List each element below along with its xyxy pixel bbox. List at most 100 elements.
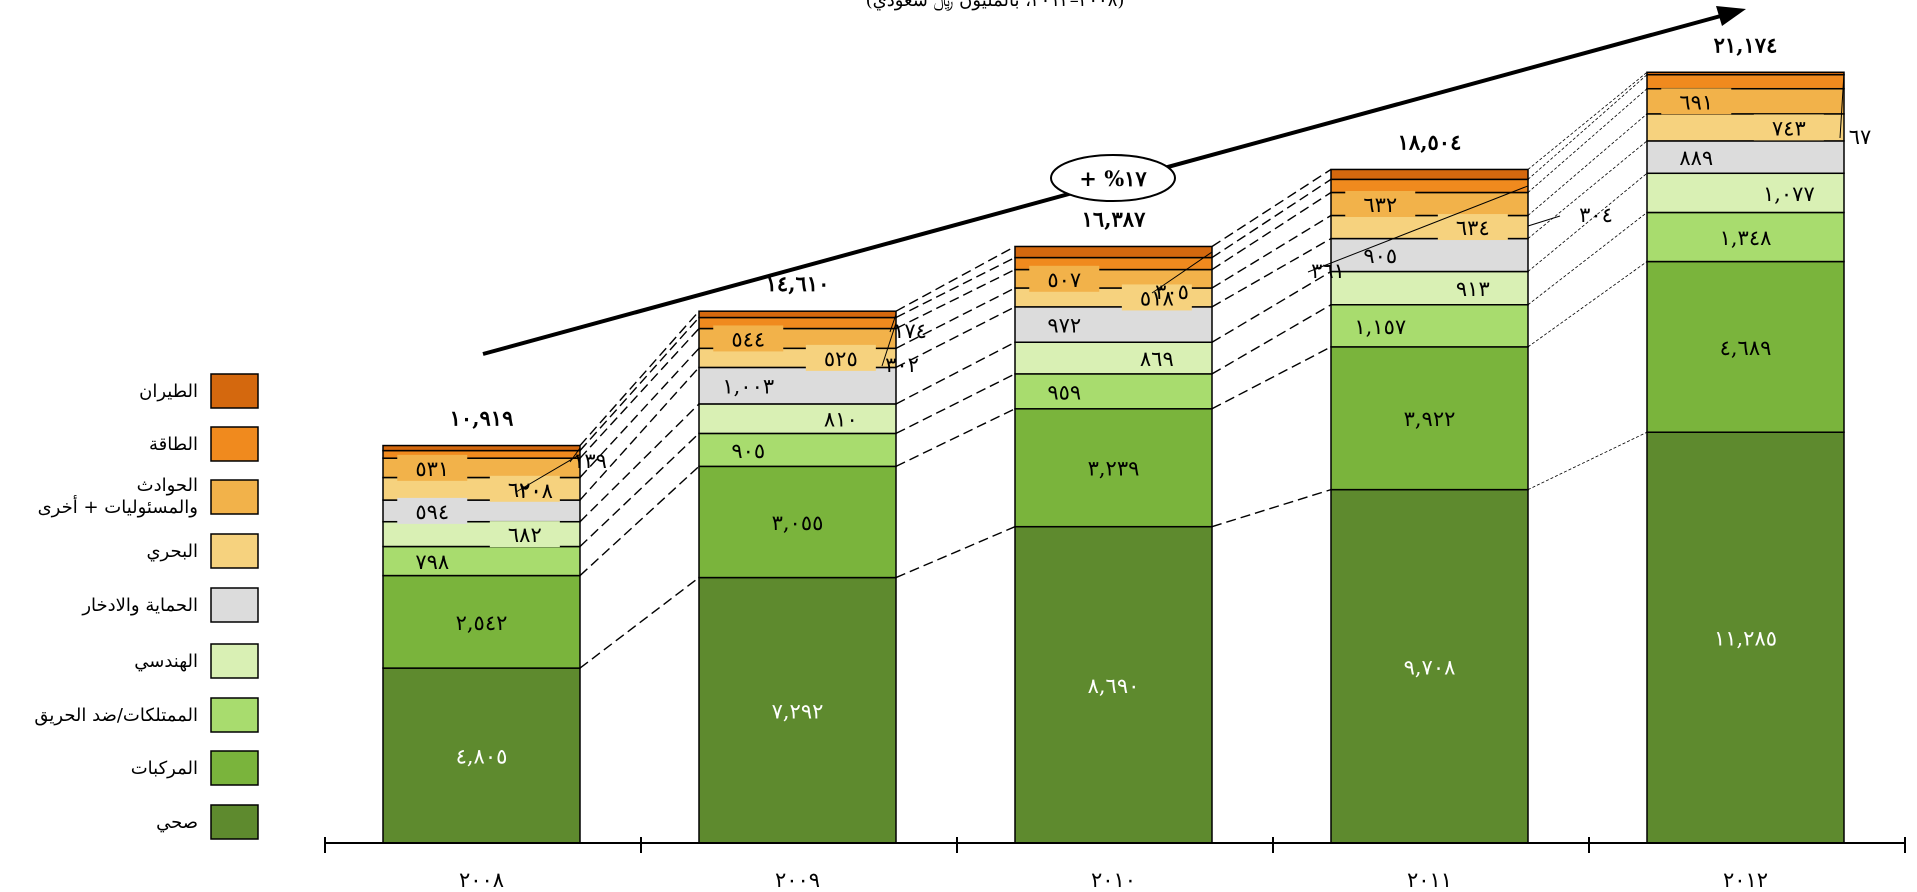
legend-swatch (210, 750, 259, 786)
data-label: ٦٣٢ (1363, 193, 1397, 217)
bar-segment (1330, 168, 1529, 181)
bar-segment (1646, 71, 1845, 76)
data-label-box (1437, 275, 1508, 302)
legend-swatch (210, 533, 259, 569)
data-label: ٦٧ (1849, 125, 1872, 149)
connector-line (895, 306, 1016, 369)
connector-line (579, 432, 700, 548)
callout-leader (1151, 251, 1213, 294)
data-label: ٢٠٨ (519, 479, 553, 503)
legend-label: الحوادث والمسئوليات + أخرى (38, 475, 198, 518)
callout-leader (569, 447, 581, 463)
x-axis: ٢٠٠٨ ٢٠٠٩ ٢٠١٠ ٢٠١١ ٢٠١٢ (324, 837, 1906, 892)
connector-lines (579, 71, 1648, 669)
connector-line (1527, 431, 1648, 490)
data-label: ٥٤٤ (731, 327, 765, 351)
connector-line (1527, 74, 1648, 180)
legend-swatch (210, 587, 259, 623)
data-label: ١,١٥٧ (1354, 315, 1406, 339)
legend-label: الطاقة (149, 434, 198, 455)
connector-line (1527, 172, 1648, 272)
callout-leader (515, 453, 581, 493)
x-tick-label: ٢٠١٠ (1091, 868, 1136, 892)
connector-line (1211, 214, 1332, 289)
x-tick-label: ٢٠١٢ (1723, 868, 1768, 892)
data-label-box (805, 405, 876, 432)
data-label-box (805, 344, 876, 371)
data-label-box (1661, 144, 1732, 171)
connector-line (895, 268, 1016, 330)
legend-label: صحي (156, 812, 198, 833)
data-label: ٩٠٥ (1363, 244, 1397, 268)
data-label: ٩٧٢ (1047, 314, 1081, 338)
connector-line (579, 465, 700, 577)
data-label-box (489, 521, 560, 548)
data-label: ٣٠٥ (1155, 280, 1189, 304)
data-label: ٩,٧٠٨ (1404, 655, 1456, 679)
connector-line (1211, 270, 1332, 343)
data-label: ١,٠٠٣ (722, 375, 774, 399)
data-label-box (1345, 242, 1416, 269)
data-label-box (713, 372, 784, 399)
bar-segment (382, 667, 581, 844)
callout-leader (881, 322, 897, 367)
bar-segment (698, 576, 897, 844)
data-label: ٦٢٠ (508, 478, 542, 502)
legend-swatch (210, 373, 259, 409)
data-label: ٥١٨ (1140, 286, 1174, 310)
data-label-box (713, 325, 784, 352)
total-label: ٢١,١٧٤ (1714, 32, 1778, 57)
bar-segment (1646, 260, 1845, 433)
bars: ٤,٨٠٥ ٢,٥٤٢ ٧٩٨ ٦٨٢ ٥٩٤ ٦٢٠ ٥٣١ ٧,٢٩٢ ٣,٠٥٥ ٩٠٥ ٨١… (382, 32, 1845, 844)
legend-label: المركبات (131, 758, 198, 779)
connector-line (895, 526, 1016, 579)
data-label: ٨٨٩ (1679, 146, 1713, 170)
arrow-head-icon (1716, 6, 1746, 26)
data-label-box (1437, 214, 1508, 241)
data-label: ٣,٩٢٢ (1404, 407, 1456, 431)
legend-swatch (210, 643, 259, 679)
data-label: ٧,٢٩٢ (772, 699, 824, 723)
connector-line (1527, 88, 1648, 193)
connector-line (895, 341, 1016, 405)
connector-line (895, 256, 1016, 319)
legend-label-line: والمسئوليات + أخرى (38, 495, 198, 518)
data-label: ٥٠٧ (1047, 268, 1081, 292)
data-label: ٩٠٥ (731, 439, 765, 463)
bar-segment (698, 310, 897, 319)
connector-line (579, 577, 700, 669)
legend-label: البحري (146, 541, 198, 562)
data-label-box (397, 497, 468, 524)
data-label: ١٣٩ (573, 449, 607, 473)
connector-line (579, 366, 700, 501)
connector-line (1211, 237, 1332, 308)
connector-line (1527, 212, 1648, 306)
data-label: ٨,٦٩٠ (1088, 674, 1140, 698)
total-label: ١٦,٣٨٧ (1082, 206, 1146, 231)
connector-line (1211, 168, 1332, 248)
connector-line (579, 317, 700, 452)
data-label-box (1661, 88, 1732, 115)
data-label: ٦٣٤ (1456, 216, 1490, 240)
total-label: ١٨,٥٠٤ (1398, 129, 1462, 154)
callout-leader (1307, 185, 1529, 273)
legend-label: الممتلكات/ضد الحريق (34, 705, 198, 726)
data-label: ٣,٠٥٥ (772, 511, 824, 535)
data-label: ٧٤٣ (1772, 116, 1806, 140)
data-label: ١,٠٧٧ (1763, 182, 1815, 206)
data-label: ٢,٥٤٢ (456, 611, 508, 635)
connector-line (579, 328, 700, 459)
bar-segment (1014, 245, 1213, 259)
callout-leader (889, 314, 897, 333)
data-label-box (1029, 311, 1100, 338)
data-label: ٦٨٢ (508, 523, 542, 547)
x-tick-label: ٢٠٠٩ (775, 868, 820, 892)
callout-labels: ٢٠٨ ١٣٩ ٣٠٢ ١٧٤ ٣٠٥ ٣٦١ ٦٧ ٣٠٤ (515, 73, 1872, 503)
data-label: ٤,٦٨٩ (1720, 336, 1772, 360)
legend-label: الهندسي (134, 651, 198, 672)
bar-segment (1014, 408, 1213, 528)
data-label-box (489, 475, 560, 502)
data-label-box (1121, 345, 1192, 372)
data-label: ١١,٢٨٥ (1714, 627, 1777, 651)
legend-swatch (210, 697, 259, 733)
